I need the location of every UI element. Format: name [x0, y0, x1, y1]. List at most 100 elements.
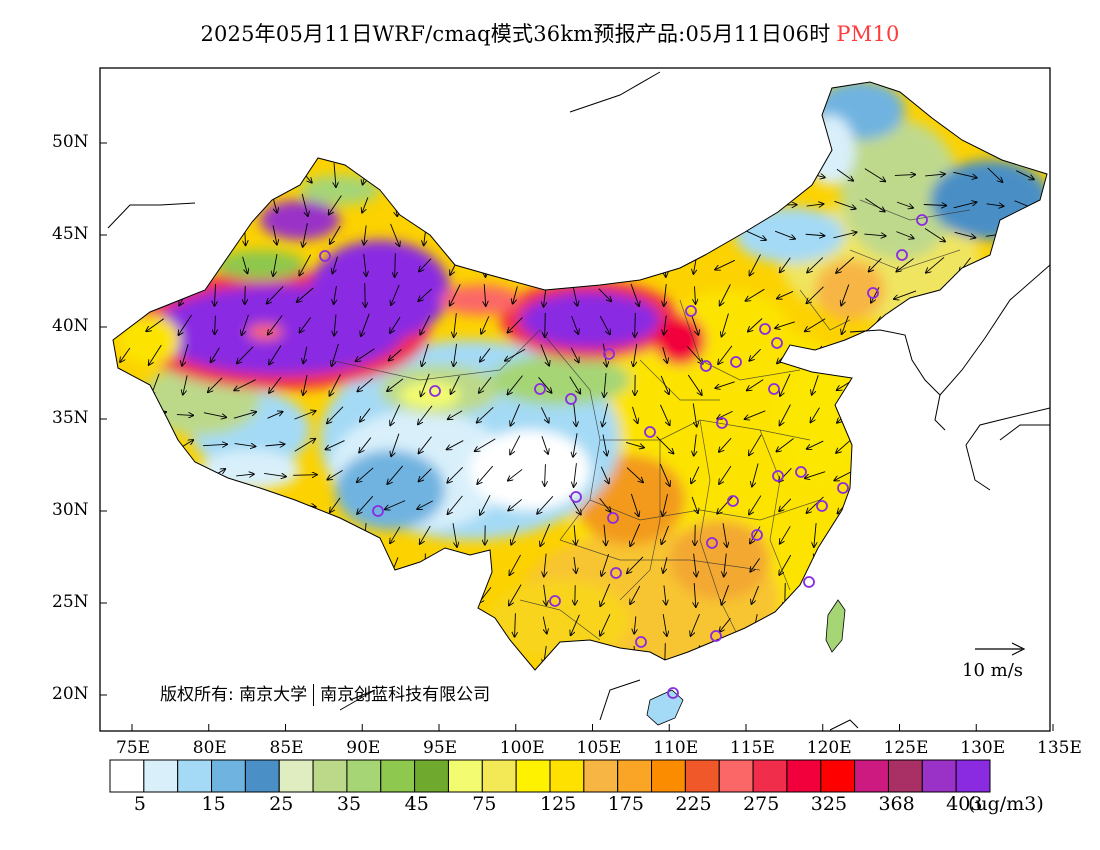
wind-arrow — [447, 467, 464, 482]
wind-arrow — [385, 500, 406, 510]
wind-arrow — [807, 440, 824, 449]
wind-arrow — [448, 495, 463, 514]
wind-arrow — [390, 526, 401, 543]
wind-arrow — [513, 286, 518, 303]
wind-arrow — [264, 473, 286, 476]
colorbar-swatch — [854, 759, 889, 793]
wind-arrow — [484, 284, 485, 306]
wind-arrow — [477, 465, 494, 484]
wind-arrow — [719, 437, 732, 452]
city-marker — [667, 687, 679, 699]
wind-arrow — [294, 411, 315, 420]
city-marker — [768, 383, 780, 395]
city-marker — [429, 385, 441, 397]
city-marker — [319, 250, 331, 262]
wind-arrow — [604, 524, 606, 545]
wind-arrow — [986, 204, 1004, 206]
city-marker — [700, 360, 712, 372]
wind-arrow — [602, 434, 607, 456]
wind-arrow — [211, 347, 220, 363]
wind-arrow — [598, 288, 611, 302]
lat-label: 20N — [52, 684, 89, 704]
wind-arrow — [722, 523, 727, 547]
wind-arrow — [747, 379, 764, 391]
wind-arrow — [749, 495, 762, 515]
wind-arrow — [625, 441, 644, 447]
wind-arrow — [480, 348, 491, 361]
wind-arrow — [779, 498, 792, 511]
wind-arrow — [453, 343, 456, 366]
wind-arrow — [749, 434, 762, 455]
colorbar-swatch — [481, 759, 517, 793]
wind-arrow — [864, 234, 885, 236]
wind-arrow — [357, 378, 373, 392]
wind-arrow — [720, 284, 731, 305]
colorbar-swatch — [414, 759, 449, 793]
wind-arrow — [687, 374, 701, 395]
title-text: 2025年05月11日WRF/cmaq模式36km预报产品:05月11日06时 — [200, 22, 831, 46]
wind-arrow — [508, 499, 523, 510]
map-frame — [99, 67, 1051, 732]
wind-arrow — [215, 315, 216, 334]
city-marker — [710, 630, 722, 642]
wind-arrow — [357, 495, 374, 514]
wind-arrow — [237, 346, 254, 364]
wind-arrow — [806, 204, 824, 206]
colorbar-swatch — [278, 759, 314, 793]
wind-arrow — [330, 497, 341, 512]
wind-arrow — [749, 348, 762, 361]
wind-arrow — [419, 468, 432, 482]
wind-arrow — [356, 348, 375, 361]
wind-arrow — [896, 258, 914, 272]
lat-label: 50N — [52, 132, 89, 152]
wind-arrow — [777, 291, 794, 298]
wind-arrow — [987, 167, 1003, 182]
lon-label: 75E — [116, 738, 151, 758]
wind-arrow — [599, 497, 611, 511]
wind-arrow — [481, 316, 490, 333]
wind-arrow — [656, 436, 674, 454]
city-marker — [607, 512, 619, 524]
wind-arrow — [1016, 170, 1034, 180]
wind-arrow — [422, 343, 429, 366]
wind-arrow — [694, 553, 697, 577]
wind-arrow — [633, 343, 638, 366]
city-marker — [603, 348, 615, 360]
wind-arrow — [149, 344, 162, 365]
wind-arrow — [664, 585, 666, 604]
wind-arrow — [510, 435, 521, 455]
wind-arrow — [545, 464, 546, 486]
city-marker — [716, 417, 728, 429]
colorbar-label: 275 — [743, 793, 780, 815]
wind-arrow — [836, 256, 855, 273]
wind-arrow — [327, 406, 344, 424]
wind-arrow — [451, 375, 460, 394]
city-marker — [610, 567, 622, 579]
colorbar-swatch — [244, 759, 280, 793]
wind-arrow — [722, 313, 729, 337]
lon-label: 100E — [499, 738, 545, 758]
wind-arrow — [574, 403, 577, 426]
wind-arrow — [299, 317, 311, 333]
colorbar-swatch — [820, 759, 856, 793]
wind-arrow — [692, 403, 696, 426]
wind-arrow — [540, 407, 548, 422]
wind-arrow — [509, 554, 521, 575]
wind-arrow — [841, 284, 850, 306]
wind-arrow — [750, 558, 761, 571]
wind-arrow — [630, 585, 641, 604]
wind-arrow — [268, 315, 283, 334]
wind-arrow — [332, 343, 339, 366]
wind-arrow — [663, 557, 668, 573]
wind-arrow — [780, 373, 791, 396]
pollutant-label: PM10 — [836, 22, 900, 46]
city-marker — [795, 466, 807, 478]
wind-arrow — [214, 284, 215, 305]
wind-arrow — [717, 496, 734, 513]
wind-arrow — [267, 412, 282, 419]
lon-label: 135E — [1037, 738, 1082, 758]
copyright-separator — [313, 684, 315, 706]
wind-arrow — [953, 202, 977, 209]
colorbar-unit: (ug/m3) — [968, 793, 1044, 815]
city-marker — [771, 337, 783, 349]
